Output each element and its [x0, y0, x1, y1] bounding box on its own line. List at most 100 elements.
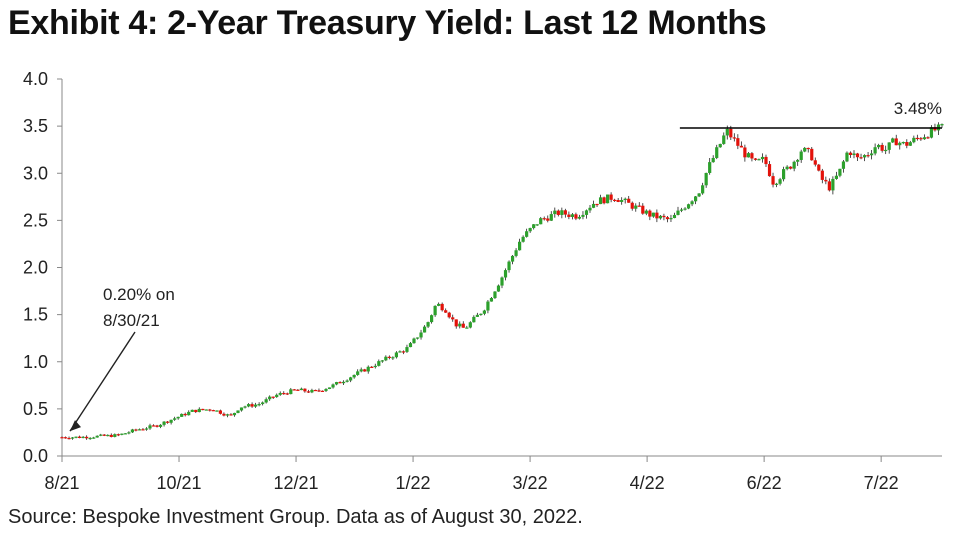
y-tick-label: 4.0	[23, 69, 48, 89]
candle-up	[176, 416, 180, 419]
candle-down	[440, 303, 444, 311]
candle-down	[222, 413, 226, 416]
candle-down	[306, 391, 310, 393]
candle-down	[627, 198, 631, 203]
candle-down	[655, 212, 659, 219]
annotation-arrow	[69, 331, 136, 432]
candle-down	[767, 164, 772, 177]
candle-up	[106, 434, 110, 437]
candle-down	[855, 153, 860, 158]
x-tick-label: 3/22	[513, 473, 548, 493]
candle-up	[289, 389, 293, 395]
candle-up	[310, 389, 314, 393]
y-tick-label: 2.5	[23, 210, 48, 230]
candle-up	[845, 152, 849, 162]
candle-down	[613, 199, 617, 202]
arrow-head	[70, 420, 81, 432]
candle-down	[303, 388, 307, 392]
candle-up	[187, 411, 191, 416]
candle-up	[577, 216, 582, 219]
candle-up	[500, 277, 504, 286]
candle-up	[620, 200, 624, 202]
candle-up	[123, 433, 127, 435]
candle-up	[180, 413, 184, 417]
candle-up	[419, 332, 423, 338]
candle-down	[813, 160, 817, 165]
candle-up	[901, 142, 905, 144]
candle-down	[602, 197, 606, 204]
candle-up	[489, 298, 494, 302]
candle-up	[757, 159, 761, 161]
candle-up	[215, 410, 219, 412]
candle-up	[503, 270, 508, 278]
candle-down	[574, 214, 578, 219]
candle-up	[690, 201, 694, 205]
candle-down	[789, 166, 793, 169]
candle-down	[250, 404, 254, 407]
x-tick-label: 10/21	[156, 473, 201, 493]
candle-up	[532, 224, 536, 229]
candle-up	[486, 301, 490, 311]
candle-up	[792, 161, 796, 169]
x-tick-label: 4/22	[630, 473, 665, 493]
candle-up	[606, 194, 610, 204]
candle-up	[711, 157, 715, 163]
candle-down	[370, 366, 374, 368]
candle-up	[246, 404, 251, 407]
candle-down	[102, 434, 106, 436]
y-tick-label: 0.0	[23, 446, 48, 466]
candle-up	[686, 204, 691, 209]
candle-up	[598, 197, 603, 205]
candle-up	[535, 224, 539, 226]
candle-up	[264, 399, 268, 403]
candle-up	[394, 352, 398, 358]
candle-down	[567, 214, 571, 217]
candle-down	[820, 170, 824, 180]
candle-down	[753, 158, 758, 160]
candle-down	[556, 210, 560, 215]
candle-up	[70, 437, 75, 439]
candle-up	[366, 366, 370, 372]
candle-down	[363, 369, 367, 372]
candle-down	[166, 421, 170, 423]
candle-up	[834, 175, 838, 179]
candle-down	[109, 434, 113, 437]
candle-up	[799, 151, 803, 160]
candle-down	[764, 156, 768, 165]
candle-up	[412, 338, 416, 344]
candle-down	[201, 408, 205, 411]
candle-up	[715, 147, 719, 158]
candle-up	[887, 142, 891, 150]
candle-up	[644, 210, 648, 214]
candle-down	[292, 389, 296, 391]
candle-up	[718, 143, 722, 148]
candle-up	[327, 387, 332, 389]
annotations: 0.20% on 8/30/21 3.48%	[69, 99, 942, 432]
candle-down	[546, 218, 550, 221]
candle-down	[454, 319, 458, 327]
candle-up	[658, 215, 662, 219]
candle-up	[275, 394, 279, 398]
candle-down	[211, 410, 215, 412]
candle-up	[468, 322, 472, 328]
candle-down	[743, 147, 747, 158]
candle-down	[134, 429, 138, 431]
source-note: Source: Bespoke Investment Group. Data a…	[8, 506, 583, 528]
candle-up	[803, 147, 807, 152]
candle-up	[422, 326, 427, 333]
candle-up	[433, 305, 437, 316]
x-tick-label: 7/22	[864, 473, 899, 493]
candle-up	[88, 437, 92, 440]
candle-up	[373, 365, 377, 368]
candle-up	[173, 418, 177, 420]
candle-down	[447, 312, 451, 318]
candle-up	[261, 402, 265, 405]
candle-down	[218, 410, 222, 414]
candle-down	[320, 390, 325, 392]
x-tick-label: 6/22	[747, 473, 782, 493]
candle-up	[683, 208, 687, 210]
candle-down	[67, 437, 71, 440]
candle-up	[95, 435, 99, 438]
y-tick-label: 2.0	[23, 258, 48, 278]
candle-up	[331, 384, 335, 388]
